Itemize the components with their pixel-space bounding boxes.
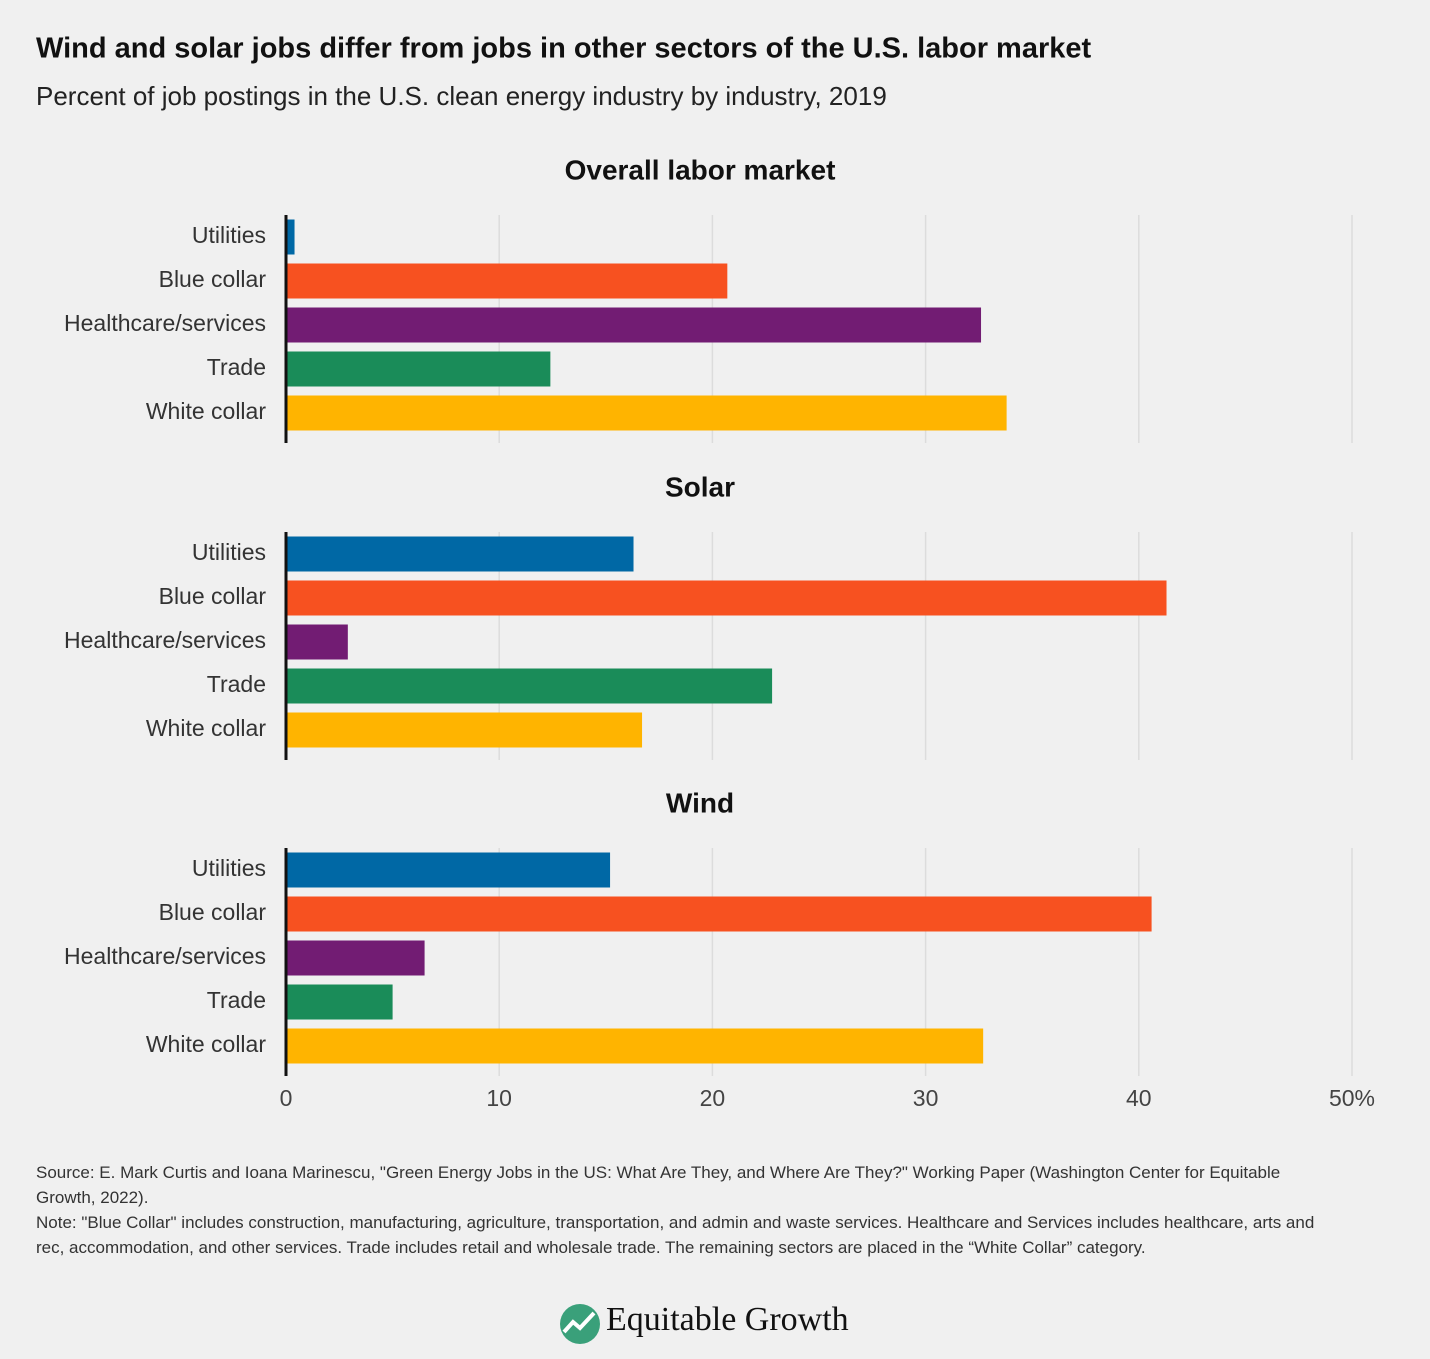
bar [286, 307, 982, 343]
x-tick-label: 40 [1126, 1085, 1152, 1111]
panel-title: Overall labor market [565, 154, 836, 185]
y-tick-label: Utilities [192, 855, 266, 881]
y-tick-label: Trade [207, 987, 266, 1013]
x-tick-label: 20 [700, 1085, 726, 1111]
x-tick-label: 10 [486, 1085, 512, 1111]
bar [286, 1028, 984, 1064]
y-tick-label: Trade [207, 354, 266, 380]
note: Note: "Blue Collar" includes constructio… [36, 1213, 1315, 1257]
logo-text: Equitable Growth [606, 1301, 849, 1338]
bar [286, 984, 393, 1020]
bar [286, 351, 551, 387]
page-title: Wind and solar jobs differ from jobs in … [36, 33, 1092, 65]
logo-icon [560, 1304, 600, 1344]
y-tick-label: White collar [146, 1031, 266, 1057]
y-tick-label: Utilities [192, 222, 266, 248]
y-tick-label: Blue collar [159, 583, 267, 609]
bar [286, 536, 634, 572]
bar [286, 624, 348, 660]
page-subtitle: Percent of job postings in the U.S. clea… [36, 81, 887, 111]
y-tick-label: Trade [207, 671, 266, 697]
panel-title: Wind [666, 787, 734, 818]
y-tick-label: Blue collar [159, 899, 267, 925]
bar [286, 852, 611, 888]
y-tick-label: Blue collar [159, 266, 267, 292]
bar [286, 668, 773, 704]
bar [286, 896, 1152, 932]
x-tick-label: 30 [913, 1085, 939, 1111]
bar [286, 940, 425, 976]
y-tick-label: White collar [146, 398, 266, 424]
bar [286, 395, 1007, 431]
x-tick-label: 50% [1329, 1085, 1375, 1111]
bar [286, 712, 643, 748]
y-tick-label: White collar [146, 715, 266, 741]
source-note: Source: E. Mark Curtis and Ioana Marines… [36, 1163, 1281, 1207]
y-tick-label: Healthcare/services [64, 627, 266, 653]
x-tick-label: 0 [280, 1085, 293, 1111]
y-tick-label: Healthcare/services [64, 310, 266, 336]
panel-title: Solar [665, 471, 735, 502]
y-tick-label: Healthcare/services [64, 943, 266, 969]
bar [286, 263, 728, 299]
bar [286, 219, 295, 255]
y-tick-label: Utilities [192, 539, 266, 565]
bar [286, 580, 1167, 616]
